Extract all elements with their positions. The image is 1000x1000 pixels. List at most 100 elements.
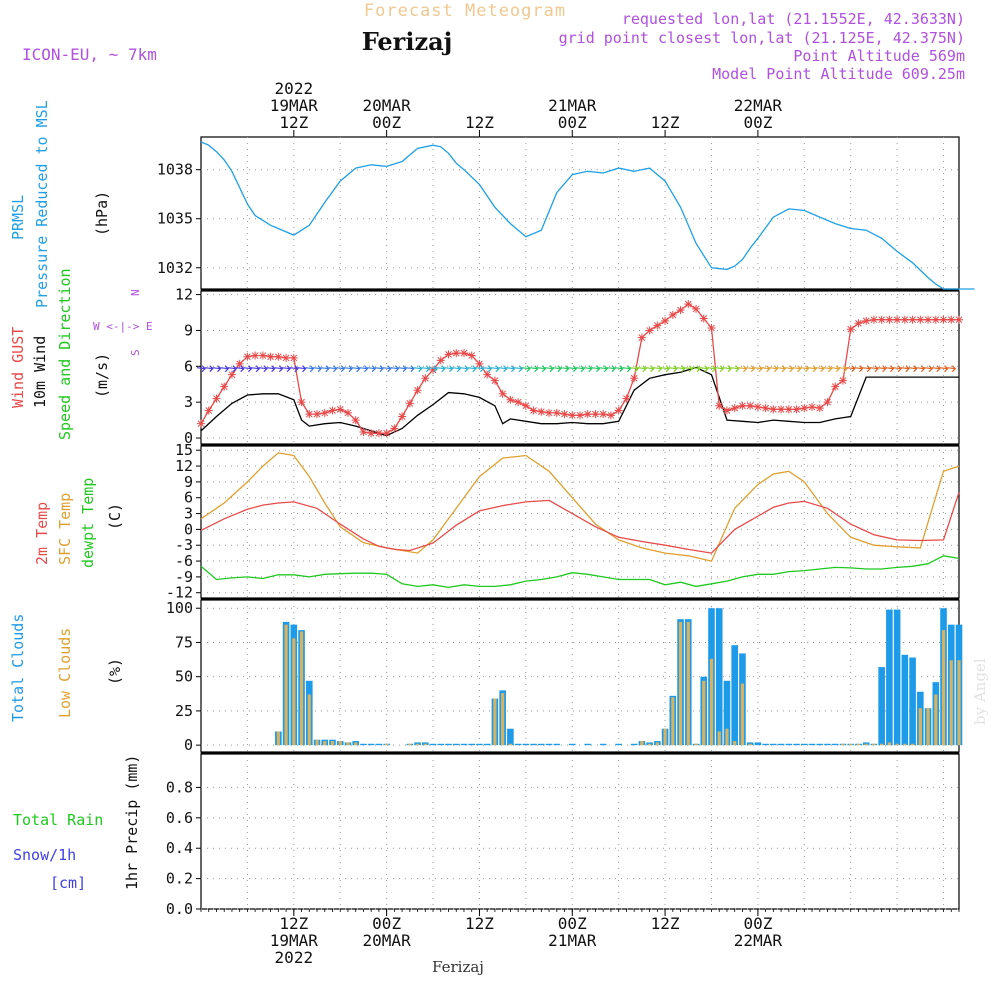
total-cloud-bar	[901, 654, 909, 746]
low-cloud-bar	[640, 741, 644, 746]
wind-direction-arrow	[320, 365, 330, 373]
gust-marker	[761, 404, 770, 413]
total-cloud-bar	[545, 743, 553, 746]
wind-direction-arrow	[490, 365, 500, 373]
gust-marker	[784, 405, 793, 414]
gust-marker	[877, 315, 886, 324]
total-cloud-bar	[553, 743, 561, 746]
gust-marker	[676, 306, 685, 315]
temp-labels: 2m Temp SFC Temp dewpt Temp (C)	[33, 478, 124, 568]
wind-direction-arrow	[336, 365, 346, 373]
x-tick-label-bottom: 00Z	[743, 914, 772, 933]
wind-direction-arrow	[212, 365, 222, 373]
total-cloud-bar	[909, 657, 916, 746]
low-cloud-bar	[648, 743, 652, 746]
location-title: Ferizaj	[362, 27, 453, 56]
x-tick-label-top: 12Z	[651, 113, 680, 132]
wind-direction-arrow	[359, 365, 369, 373]
model-label: ICON-EU, ~ 7km	[22, 45, 157, 64]
gust-marker	[908, 315, 917, 324]
low-cloud-bar	[717, 731, 721, 746]
gust-marker	[924, 315, 933, 324]
gust-marker	[266, 352, 275, 361]
low-cloud-bar	[299, 631, 304, 746]
y-tick-label: 9	[184, 321, 193, 339]
low-cloud-bar	[493, 698, 497, 746]
gust-marker	[630, 374, 639, 383]
wind-direction-arrow	[823, 365, 833, 373]
gust-marker	[367, 429, 376, 438]
wind-direction-arrow	[877, 365, 887, 373]
wind-direction-arrow	[862, 365, 872, 373]
wind-direction-arrow	[266, 365, 276, 373]
low-cloud-bar	[748, 743, 752, 746]
low-cloud-bar	[949, 660, 953, 746]
wind-direction-arrow	[544, 365, 554, 373]
wind-direction-arrow	[645, 365, 655, 373]
pressure-msl-label: Pressure Reduced to MSL	[33, 100, 51, 308]
total-cloud-bar	[615, 743, 622, 746]
wind-direction-arrow	[398, 365, 407, 373]
wind-direction-arrow	[459, 365, 469, 373]
low-cloud-bar	[841, 743, 845, 746]
gust-marker	[289, 353, 298, 362]
wind-direction-arrow	[568, 365, 578, 373]
gust-marker	[282, 353, 291, 362]
wind-direction-arrow	[444, 365, 454, 373]
y-tick-label: 1032	[157, 259, 193, 277]
model-altitude: Model Point Altitude 609.25m	[712, 65, 965, 83]
clouds-unit: (%)	[106, 658, 124, 685]
low-cloud-bar	[895, 743, 899, 746]
wind-direction-arrow	[606, 365, 616, 373]
wind-direction-arrow	[900, 365, 910, 373]
gust-marker	[552, 408, 561, 417]
low-cloud-bar	[709, 658, 714, 746]
gust-marker	[869, 315, 878, 324]
low-cloud-bar	[330, 741, 335, 746]
wind-direction-arrow	[947, 365, 957, 373]
wind-unit: (m/s)	[93, 353, 111, 398]
gust-marker	[390, 424, 399, 433]
total-cloud-bar	[522, 743, 530, 746]
wind-direction-arrow	[637, 365, 647, 373]
wind-direction-arrow	[575, 365, 585, 373]
gust-marker	[622, 394, 631, 403]
gust-marker	[421, 374, 430, 383]
y-tick-label: 0.8	[166, 778, 193, 796]
gust-marker	[591, 410, 600, 419]
gust-marker	[413, 386, 422, 395]
wind-direction-arrow	[668, 365, 678, 373]
total-cloud-bar	[445, 743, 452, 746]
low-cloud-bar	[655, 742, 659, 746]
wind-direction-arrow	[753, 365, 763, 373]
gust-marker	[668, 310, 677, 319]
gust-marker	[746, 401, 755, 410]
wind-direction-arrow	[436, 365, 446, 373]
wind-direction-arrow	[374, 365, 384, 373]
wind-direction-arrow	[305, 365, 315, 373]
gust-marker	[862, 316, 871, 325]
total-cloud-bar	[584, 743, 592, 746]
y-tick-label: 0.2	[166, 870, 193, 888]
wind-dir-label: Speed and Direction	[56, 268, 74, 440]
total-cloud-bar	[878, 667, 885, 746]
gust-marker	[529, 406, 538, 415]
wind-direction-arrow	[274, 365, 284, 373]
gust-marker	[251, 351, 260, 360]
wind-direction-arrow	[537, 365, 547, 373]
footer-location: Ferizaj	[432, 958, 484, 976]
gust-marker	[521, 401, 530, 410]
y-tick-label: 3	[184, 393, 193, 411]
total-cloud-bar	[630, 743, 638, 746]
total-cloud-bar	[770, 743, 777, 746]
gust-marker	[823, 398, 832, 407]
wind-direction-arrow	[552, 365, 562, 373]
low-cloud-bar	[702, 680, 706, 746]
wind-direction-arrow	[220, 365, 230, 373]
y-tick-label: 0	[184, 520, 193, 538]
wind-direction-arrow	[529, 365, 539, 373]
wind-direction-arrow	[614, 365, 624, 373]
total-cloud-bar	[483, 743, 491, 746]
wind-direction-arrow	[699, 365, 709, 373]
dewpt-label: dewpt Temp	[79, 478, 97, 568]
